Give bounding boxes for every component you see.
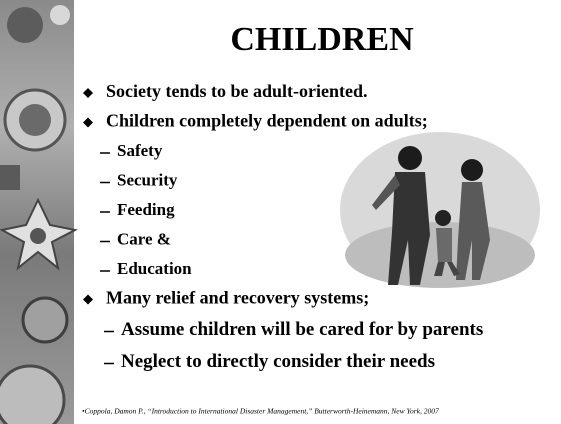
illustration <box>340 132 540 288</box>
page: CHILDREN •Coppola, Damon P., “Introducti… <box>0 0 561 424</box>
sub-bullet-text: Assume children will be cared for by par… <box>121 319 483 340</box>
sub-bullet-text: Feeding <box>117 200 175 219</box>
sub-bullet-text: Neglect to directly consider their needs <box>121 351 435 372</box>
footnote: •Coppola, Damon P., “Introduction to Int… <box>82 407 439 416</box>
bullet-text: Many relief and recovery systems; <box>106 288 369 308</box>
slide-title: CHILDREN <box>230 21 414 58</box>
sub-bullet-text: Care & <box>117 229 171 248</box>
bullet <box>83 88 93 98</box>
sub-bullet-text: Education <box>117 259 192 278</box>
bullet-text: Children completely dependent on adults; <box>106 111 428 131</box>
slide: CHILDREN •Coppola, Damon P., “Introducti… <box>0 0 561 424</box>
bullet-text: Society tends to be adult-oriented. <box>106 81 367 101</box>
bullet <box>83 118 93 128</box>
decorative-strip <box>0 0 75 424</box>
bullet <box>83 295 93 305</box>
sub-bullet-text: Security <box>117 170 178 189</box>
sub-bullet-text: Safety <box>117 141 163 160</box>
